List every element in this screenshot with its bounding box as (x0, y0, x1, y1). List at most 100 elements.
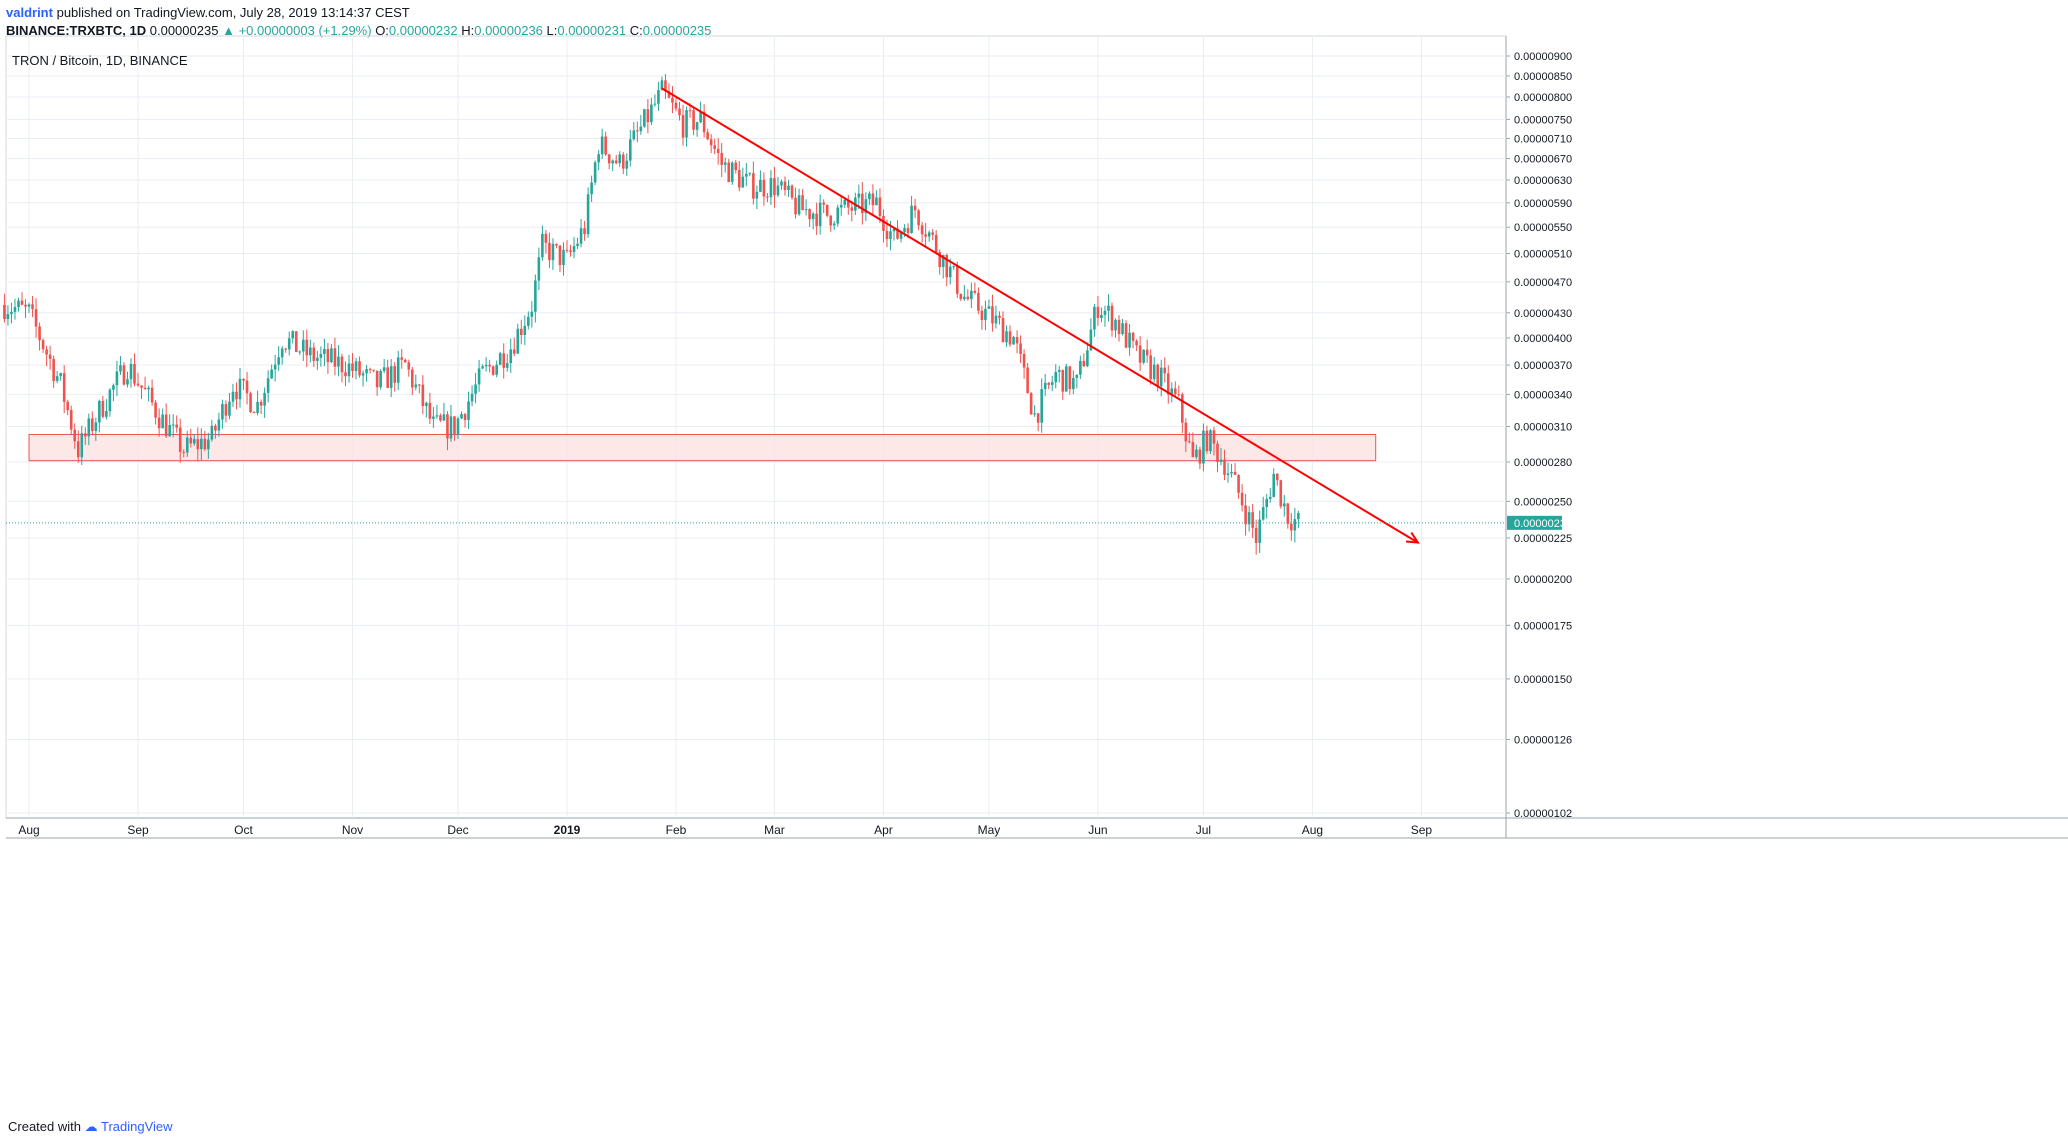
candle-body (1142, 349, 1145, 363)
candle-body (723, 162, 727, 165)
candle-body (323, 348, 326, 354)
candle-body (576, 243, 579, 247)
candle-body (1103, 310, 1107, 315)
candle-body (583, 228, 586, 235)
candle-body (69, 410, 73, 430)
candle-body (955, 266, 959, 294)
candle-body (1230, 471, 1233, 474)
candle-body (966, 296, 970, 300)
candle-body (228, 401, 231, 416)
candle-body (913, 205, 917, 211)
candle-body (1177, 394, 1181, 396)
candle-body (1033, 413, 1036, 415)
candle-body (161, 414, 164, 429)
candle-body (692, 110, 695, 130)
candle-body (1247, 512, 1251, 525)
last-price: 0.00000235 (149, 23, 219, 38)
candle-body (917, 210, 920, 226)
ohlc-header: BINANCE:TRXBTC, 1D 0.00000235 ▲ +0.00000… (6, 23, 711, 38)
candle-body (1022, 353, 1026, 368)
candle-body (266, 378, 270, 393)
price-tick-label: 0.00000126 (1514, 735, 1572, 747)
candle-body (175, 424, 179, 428)
price-tick-label: 0.00000900 (1514, 51, 1572, 63)
candle-body (1173, 388, 1177, 395)
current-price-badge (1507, 515, 1562, 530)
candle-body (776, 185, 780, 196)
candle-body (115, 371, 119, 386)
price-tick-label: 0.00000370 (1514, 360, 1572, 372)
price-tick-label: 0.00000750 (1514, 114, 1572, 126)
candle-body (558, 245, 562, 266)
candle-body (122, 365, 126, 385)
time-tick-label: Jul (1196, 823, 1211, 837)
candle-body (882, 215, 885, 231)
price-tick-label: 0.00000590 (1514, 198, 1572, 210)
candle-body (998, 315, 1001, 318)
candle-body (108, 389, 112, 412)
candle-body (1297, 513, 1300, 520)
price-tick-label: 0.00000430 (1514, 308, 1572, 320)
candle-body (291, 331, 295, 339)
candle-body (1040, 389, 1043, 423)
price-axis: 0.00000900 0.00000850 0.00000800 0.00000750… (1506, 51, 1572, 820)
candle-body (203, 438, 207, 450)
candle-body (660, 80, 664, 91)
tradingview-logo-icon: ☁ (84, 1119, 98, 1134)
candle-body (832, 223, 836, 226)
candle-body (1096, 306, 1100, 318)
candle-body (801, 195, 804, 211)
candle-body (1107, 305, 1110, 311)
candle-body (284, 348, 288, 350)
candle-body (495, 364, 498, 375)
candle-body (59, 373, 62, 377)
candle-body (312, 347, 316, 361)
candle-body (843, 199, 847, 205)
tradingview-link[interactable]: TradingView (101, 1119, 173, 1134)
author-name[interactable]: valdrint (6, 5, 53, 20)
candle-body (762, 179, 766, 197)
candle-body (157, 417, 161, 429)
candle-body (309, 347, 312, 356)
candle-body (927, 232, 931, 237)
candle-body (667, 91, 671, 98)
candle-body (1138, 345, 1142, 363)
candle-body (850, 207, 854, 211)
candle-body (1149, 355, 1152, 380)
price-tick-label: 0.00000102 (1514, 808, 1572, 820)
candle-body (1086, 350, 1089, 367)
candle-body (579, 228, 583, 244)
candle-body (17, 300, 20, 308)
candle-body (337, 356, 340, 367)
candle-body (38, 326, 41, 341)
time-tick-label: Oct (234, 823, 253, 837)
candle-body (780, 181, 783, 186)
candle-body (906, 228, 910, 234)
candle-body (1082, 360, 1086, 367)
candle-body (351, 363, 354, 371)
candle-body (301, 339, 305, 352)
candle-body (48, 354, 52, 359)
candle-body (13, 307, 17, 312)
candle-body (150, 387, 154, 403)
candle-body (1275, 473, 1279, 481)
candle-body (562, 249, 565, 266)
candle-body (509, 349, 513, 364)
candle-body (1117, 319, 1121, 335)
candle-body (1026, 367, 1029, 394)
candle-body (1114, 319, 1117, 331)
candle-body (597, 154, 600, 163)
candle-body (1093, 306, 1096, 330)
candle-body (481, 366, 484, 369)
candle-body (970, 290, 973, 300)
candle-body (987, 306, 991, 309)
candle-body (453, 416, 456, 436)
price-tick-label: 0.00000280 (1514, 457, 1572, 469)
candle-body (541, 233, 544, 258)
candle-body (1075, 374, 1079, 378)
close-value: 0.00000235 (642, 23, 712, 38)
candle-body (1015, 337, 1019, 344)
candle-body (316, 357, 319, 361)
candle-body (548, 242, 551, 261)
